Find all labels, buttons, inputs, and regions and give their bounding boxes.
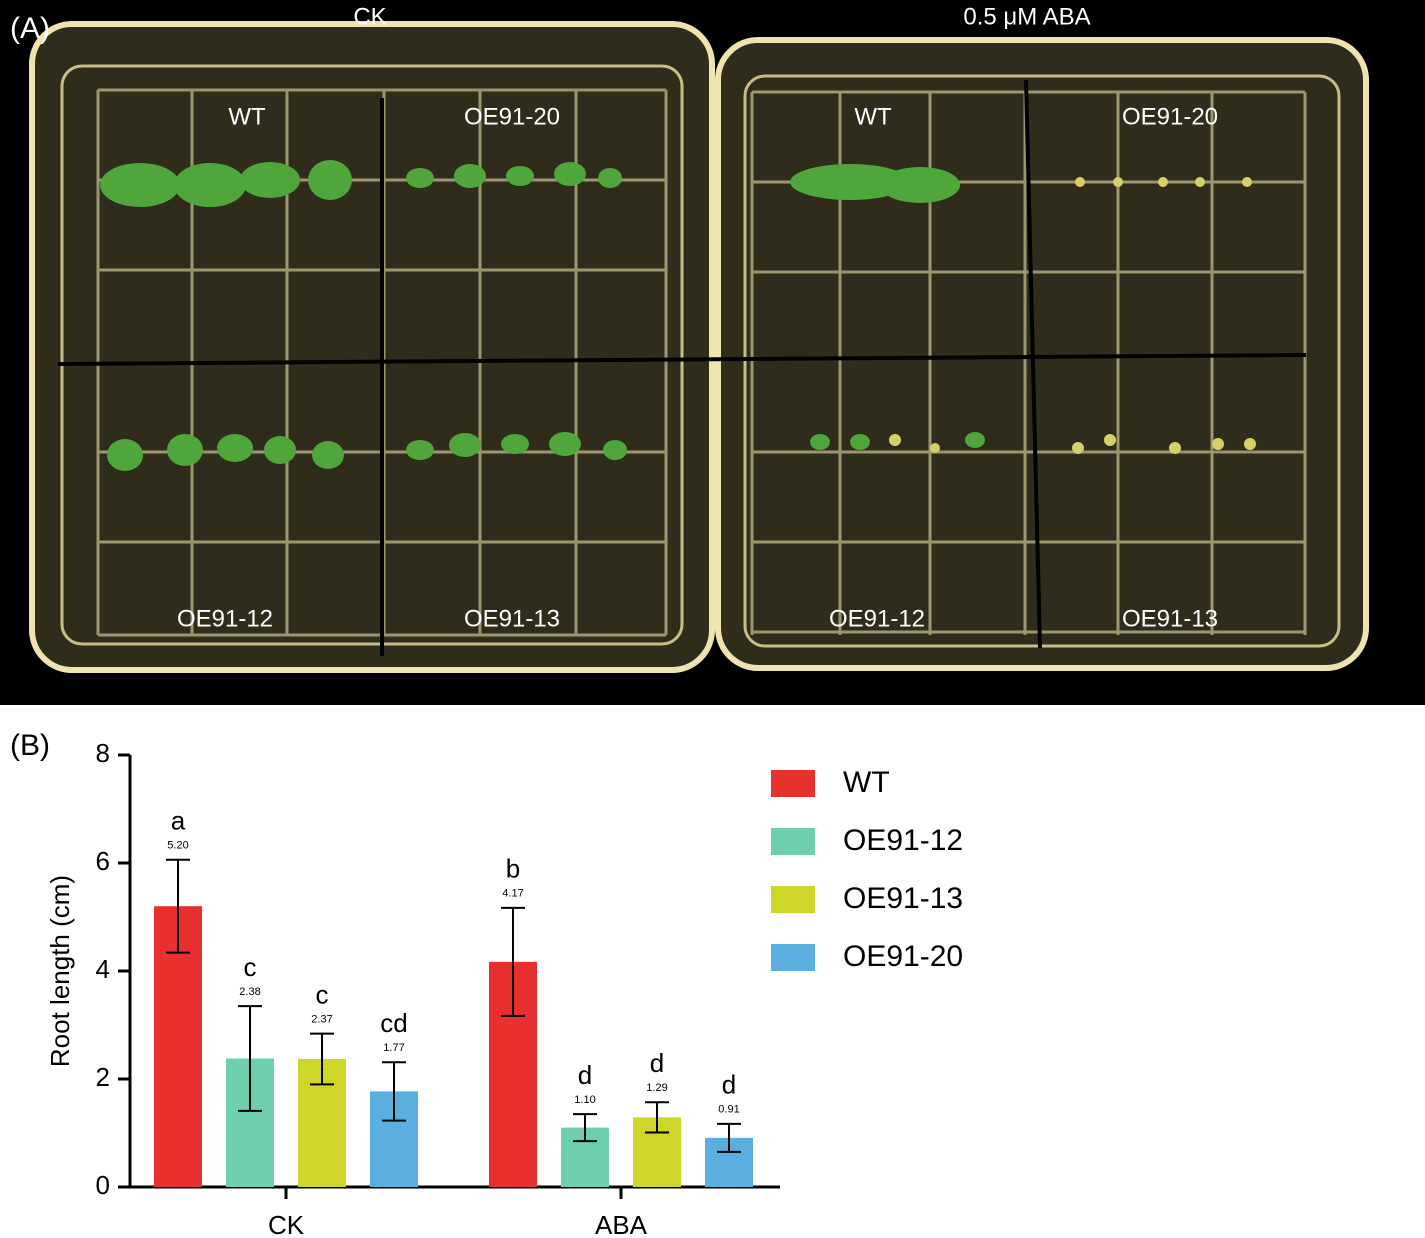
value-label: 1.77 bbox=[383, 1042, 404, 1054]
value-label: 2.37 bbox=[311, 1014, 332, 1026]
y-tick-label: 4 bbox=[96, 954, 110, 984]
value-label: 4.17 bbox=[502, 888, 523, 900]
significance-letter: d bbox=[578, 1060, 592, 1090]
value-label: 2.38 bbox=[239, 986, 260, 998]
legend-swatch bbox=[771, 886, 815, 913]
panel-label: (A) bbox=[10, 12, 50, 45]
ungerminated-seedlings bbox=[889, 177, 1256, 454]
quadrant-label: WT bbox=[854, 103, 892, 130]
significance-letter: cd bbox=[380, 1008, 407, 1038]
legend-label: OE91-13 bbox=[843, 882, 963, 915]
significance-letter: c bbox=[316, 980, 329, 1010]
legend-swatch bbox=[771, 770, 815, 797]
significance-letter: b bbox=[506, 854, 520, 884]
quadrant-label: OE91-12 bbox=[829, 605, 925, 632]
y-axis-title: Root length (cm) bbox=[45, 875, 75, 1067]
significance-letter: d bbox=[650, 1048, 664, 1078]
quadrant-label: OE91-13 bbox=[1122, 605, 1218, 632]
legend-swatch bbox=[771, 944, 815, 971]
x-tick-label: ABA bbox=[595, 1210, 648, 1238]
y-tick-label: 2 bbox=[96, 1062, 110, 1092]
legend-swatch bbox=[771, 828, 815, 855]
panel-a: (A) CK 0.5 μM ABA WT OE91-20 OE91-12 OE9… bbox=[0, 0, 1425, 705]
seedlings bbox=[100, 160, 985, 471]
y-tick-label: 6 bbox=[96, 846, 110, 876]
panel-label: (B) bbox=[10, 729, 50, 762]
quadrant-label: WT bbox=[228, 103, 266, 130]
petri-dish bbox=[29, 21, 715, 673]
quadrant-label: OE91-20 bbox=[1122, 103, 1218, 130]
quadrant-label: OE91-12 bbox=[177, 605, 273, 632]
value-label: 5.20 bbox=[167, 840, 188, 852]
quadrant-label: OE91-20 bbox=[464, 103, 560, 130]
condition-label: 0.5 μM ABA bbox=[963, 3, 1090, 30]
value-label: 1.29 bbox=[646, 1082, 667, 1094]
value-label: 1.10 bbox=[574, 1094, 595, 1106]
condition-label: CK bbox=[353, 3, 386, 30]
quadrant-label: OE91-13 bbox=[464, 605, 560, 632]
significance-letter: d bbox=[722, 1070, 736, 1100]
legend-label: OE91-20 bbox=[843, 940, 963, 973]
legend-label: OE91-12 bbox=[843, 824, 963, 857]
y-tick-label: 8 bbox=[96, 738, 110, 768]
quadrant-dividers bbox=[57, 79, 1307, 656]
x-tick-label: CK bbox=[268, 1210, 305, 1238]
panel-b: (B) Root length (cm) 0 2 4 6 8 CK 5.20 a 2.38 c 2.… bbox=[10, 729, 963, 1238]
dish-rim bbox=[60, 64, 684, 646]
value-label: 0.91 bbox=[718, 1104, 739, 1116]
significance-letter: a bbox=[171, 806, 186, 836]
significance-letter: c bbox=[244, 952, 257, 982]
legend-label: WT bbox=[843, 766, 890, 799]
y-tick-label: 0 bbox=[96, 1170, 110, 1200]
